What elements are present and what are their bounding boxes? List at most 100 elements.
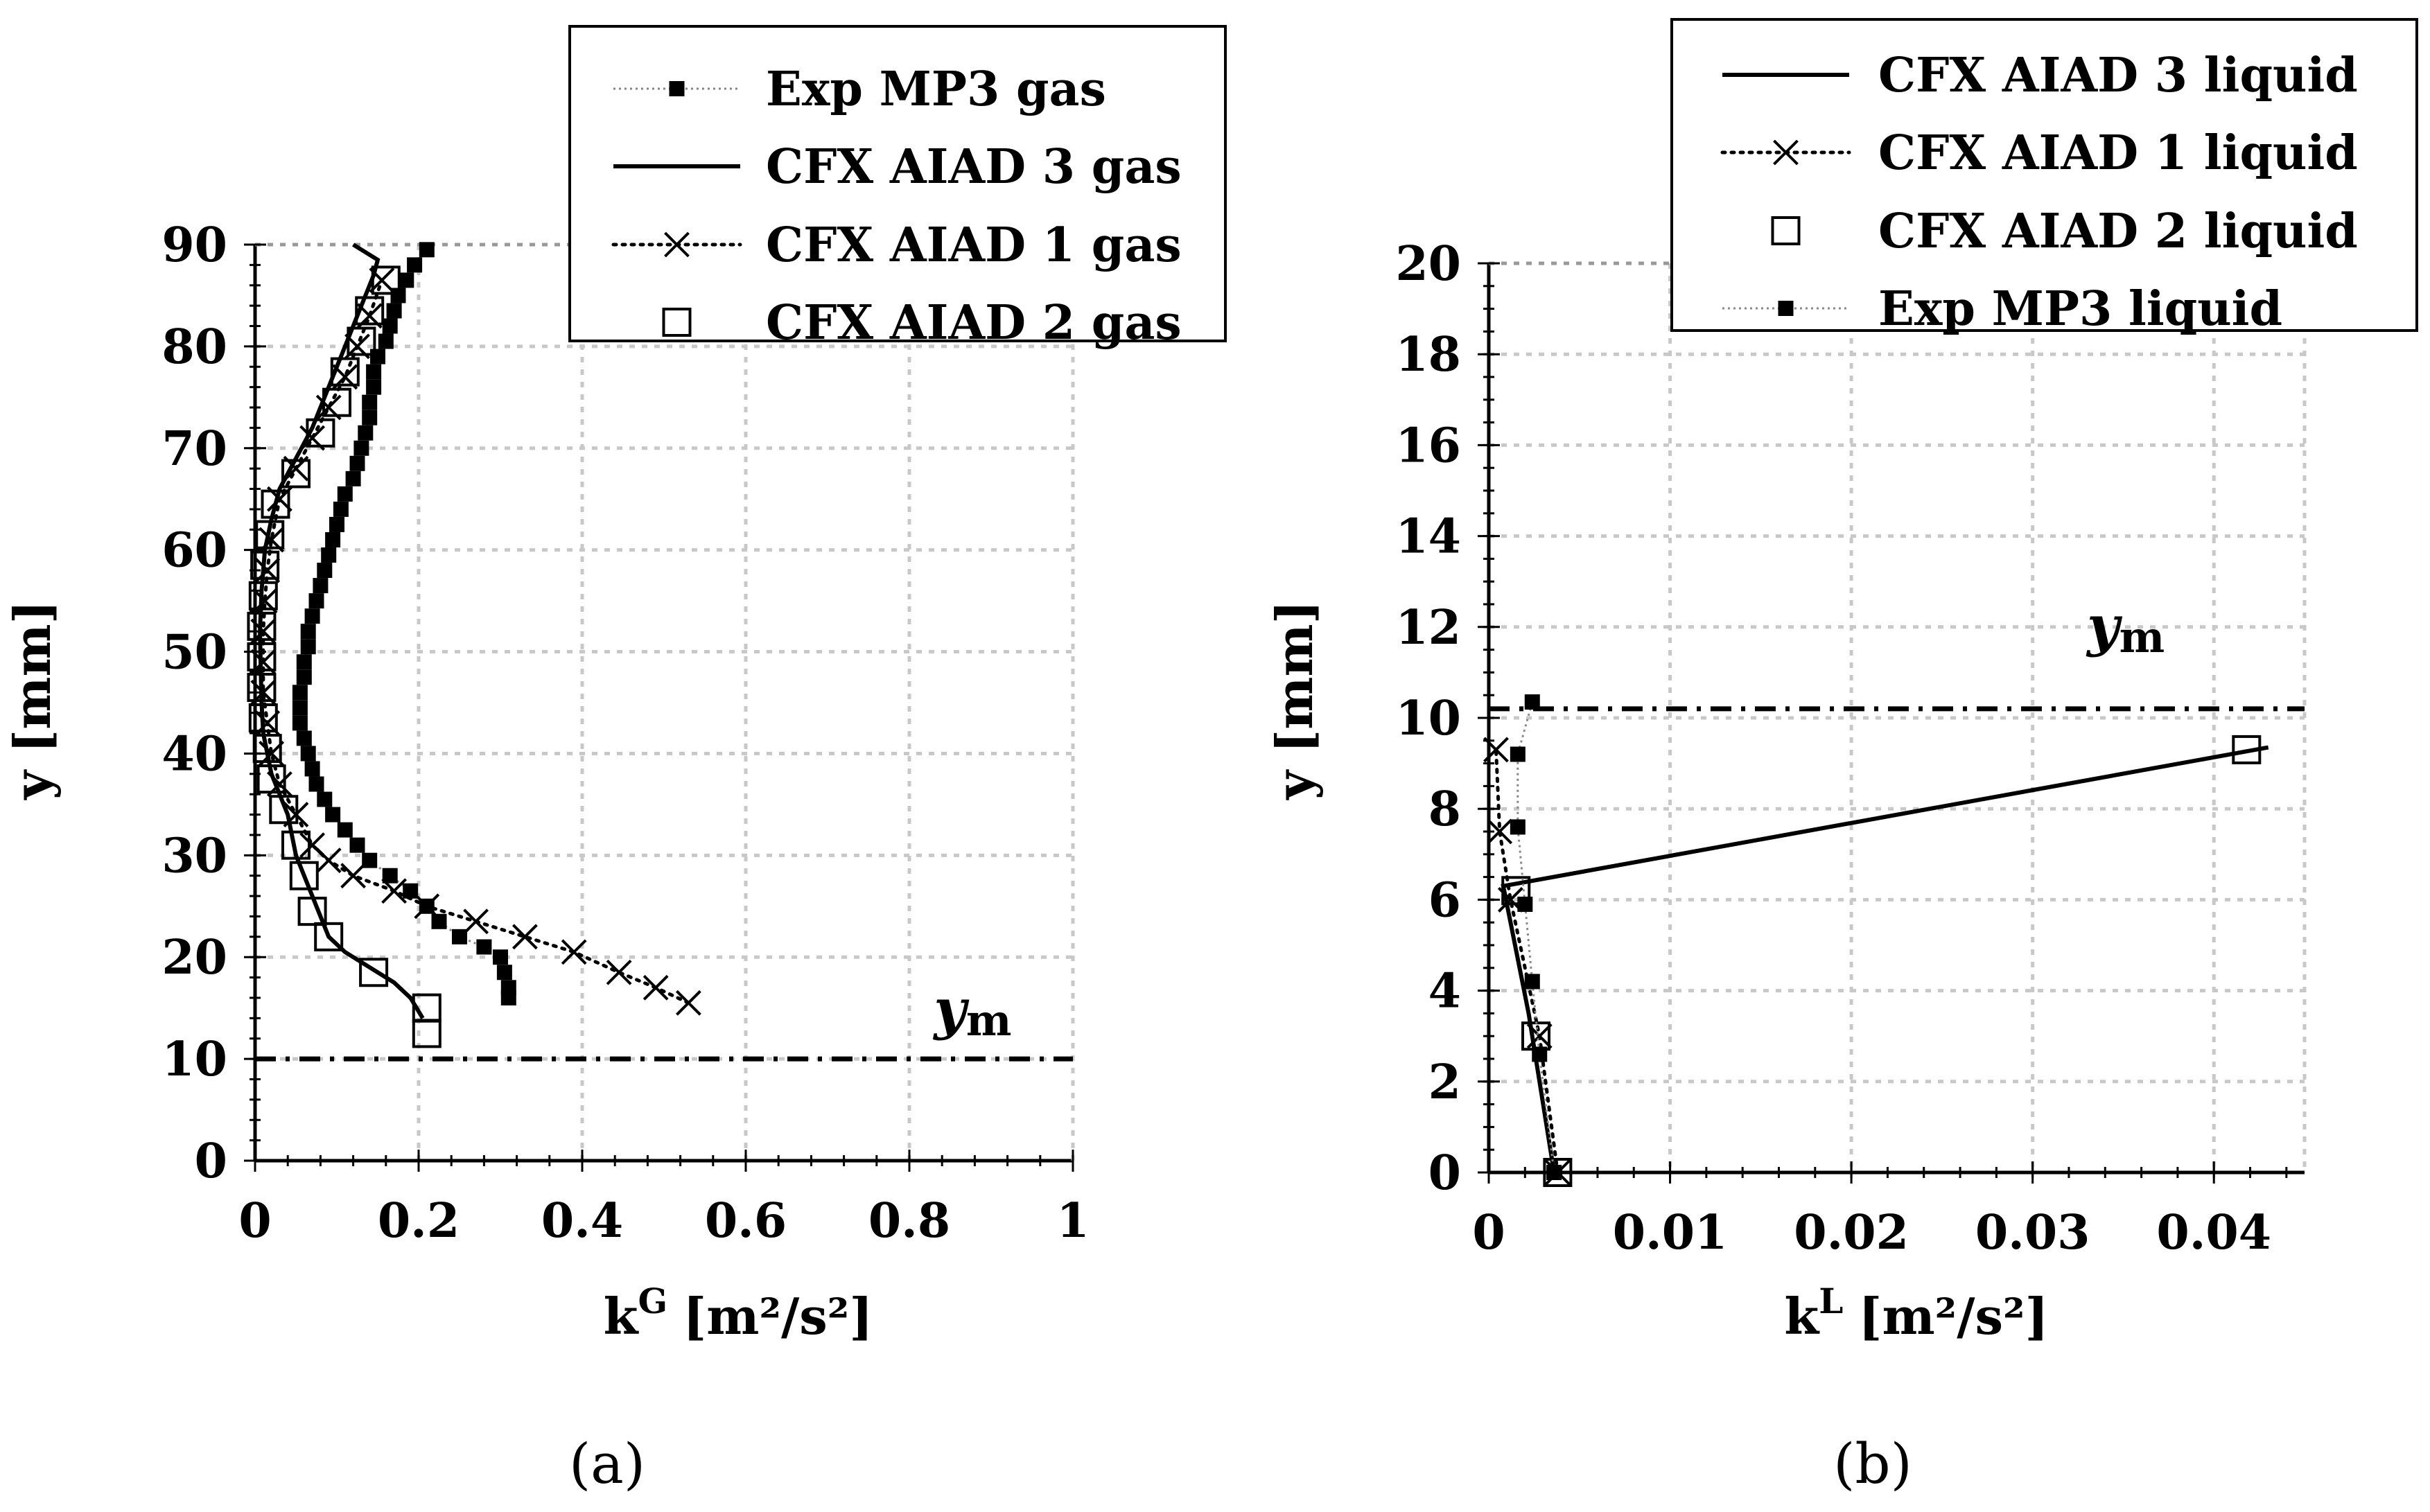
data-point xyxy=(1546,1165,1562,1180)
data-point xyxy=(292,715,308,731)
ym-annotation: ym xyxy=(2086,593,2165,662)
y-tick-label: 2 xyxy=(1428,1055,1461,1110)
legend-label: CFX AIAD 1 gas xyxy=(766,218,1182,273)
data-point xyxy=(321,547,337,563)
series-exp-mp3-liquid xyxy=(1510,694,1562,1180)
data-point xyxy=(386,303,402,319)
data-point xyxy=(412,993,442,1023)
data-point xyxy=(325,531,341,547)
x-tick-label: 0.2 xyxy=(378,1193,460,1249)
data-point xyxy=(252,734,282,764)
data-point xyxy=(1517,896,1533,912)
data-point xyxy=(1526,1023,1553,1049)
data-point xyxy=(561,939,587,965)
y-tick-label: 18 xyxy=(1395,327,1461,383)
y-tick-label: 90 xyxy=(161,218,227,273)
data-point xyxy=(1510,746,1526,762)
data-point xyxy=(2232,735,2262,764)
data-point xyxy=(500,990,516,1005)
data-point xyxy=(337,486,353,502)
data-point xyxy=(476,939,492,955)
x-tick-label: 0.04 xyxy=(2156,1205,2271,1260)
series-line xyxy=(1501,745,2269,1173)
data-point xyxy=(349,837,365,853)
ym-annotation-subscript: m xyxy=(2119,612,2165,662)
data-point xyxy=(292,685,308,701)
x-tick-label: 0.4 xyxy=(541,1193,623,1249)
ym-annotation-subscript: m xyxy=(966,995,1012,1046)
data-point xyxy=(366,364,382,380)
ym-annotation: ym xyxy=(932,976,1011,1046)
data-point xyxy=(255,520,285,550)
legend-key-marker xyxy=(1778,301,1794,316)
data-point xyxy=(299,832,326,859)
y-tick-label: 80 xyxy=(161,319,227,375)
x-axis-label-unit: [m²/s²] xyxy=(1858,1287,2048,1346)
data-point xyxy=(407,257,423,273)
data-point xyxy=(382,318,398,334)
data-point xyxy=(414,893,440,920)
x-tick-label: 0 xyxy=(1472,1205,1505,1260)
y-tick-label: 40 xyxy=(161,726,227,782)
data-point xyxy=(308,776,324,792)
data-point xyxy=(247,642,277,671)
data-point xyxy=(1524,694,1540,710)
data-point xyxy=(643,974,669,1001)
data-point xyxy=(296,730,312,746)
y-tick-label: 30 xyxy=(161,828,227,884)
data-point xyxy=(306,418,335,448)
legend-label: Exp MP3 gas xyxy=(766,62,1106,117)
data-point xyxy=(463,908,489,935)
data-point xyxy=(353,440,369,456)
data-point xyxy=(325,807,341,823)
data-point xyxy=(675,990,701,1016)
legend-key-marker xyxy=(664,231,690,258)
data-point xyxy=(403,883,419,899)
series-cfx-aiad-2-gas xyxy=(247,265,442,1048)
data-point xyxy=(304,761,320,777)
y-tick-label: 8 xyxy=(1428,782,1461,837)
x-tick-label: 0.01 xyxy=(1613,1205,1728,1260)
series-cfx-aiad-2-liquid xyxy=(1501,735,2262,1187)
data-point xyxy=(289,861,319,890)
y-tick-label: 50 xyxy=(161,625,227,680)
data-point xyxy=(337,822,353,838)
legend-key-marker xyxy=(662,308,692,337)
data-point xyxy=(297,897,327,926)
data-point xyxy=(308,593,324,609)
data-point xyxy=(370,349,385,364)
x-tick-label: 0 xyxy=(238,1193,271,1249)
x-axis-label-unit: [m²/s²] xyxy=(683,1287,873,1346)
chart-panel-b: 0 2 4 6 8 10 12 14 16 18 20 0 0.01 0.02 0.03 0.04 y [mm]… xyxy=(1265,18,2418,1496)
data-point xyxy=(329,516,344,532)
data-point xyxy=(345,471,361,486)
data-point xyxy=(512,924,538,950)
data-point xyxy=(390,288,406,304)
data-point xyxy=(349,455,365,471)
series-exp-mp3-gas xyxy=(292,242,516,1005)
y-tick-label: 16 xyxy=(1395,418,1461,473)
data-point xyxy=(248,581,278,610)
legend-key-marker xyxy=(1771,216,1801,245)
data-point xyxy=(1543,1158,1573,1187)
data-point xyxy=(1487,818,1513,845)
legend-key-marker xyxy=(669,81,685,96)
data-point xyxy=(281,459,311,489)
panel-caption: (b) xyxy=(1833,1432,1912,1496)
data-point xyxy=(1501,876,1531,906)
y-axis-label: y [mm] xyxy=(1265,600,1324,800)
data-point xyxy=(1532,1046,1548,1062)
data-point xyxy=(256,764,286,794)
data-point xyxy=(314,922,344,951)
y-tick-label: 14 xyxy=(1395,509,1461,565)
data-point xyxy=(261,489,290,519)
legend: CFX AIAD 3 liquid CFX AIAD 1 liquid CFX AI… xyxy=(1670,18,2418,337)
series-cfx-aiad-3-liquid xyxy=(1501,745,2269,1173)
legend-label: CFX AIAD 3 gas xyxy=(766,139,1182,195)
legend-label: Exp MP3 liquid xyxy=(1878,281,2282,337)
legend-label: CFX AIAD 3 liquid xyxy=(1878,48,2358,103)
data-point xyxy=(1483,737,1509,763)
data-point xyxy=(606,959,632,985)
y-tick-label: 0 xyxy=(195,1134,227,1189)
ym-annotation-main: y xyxy=(2086,593,2123,658)
